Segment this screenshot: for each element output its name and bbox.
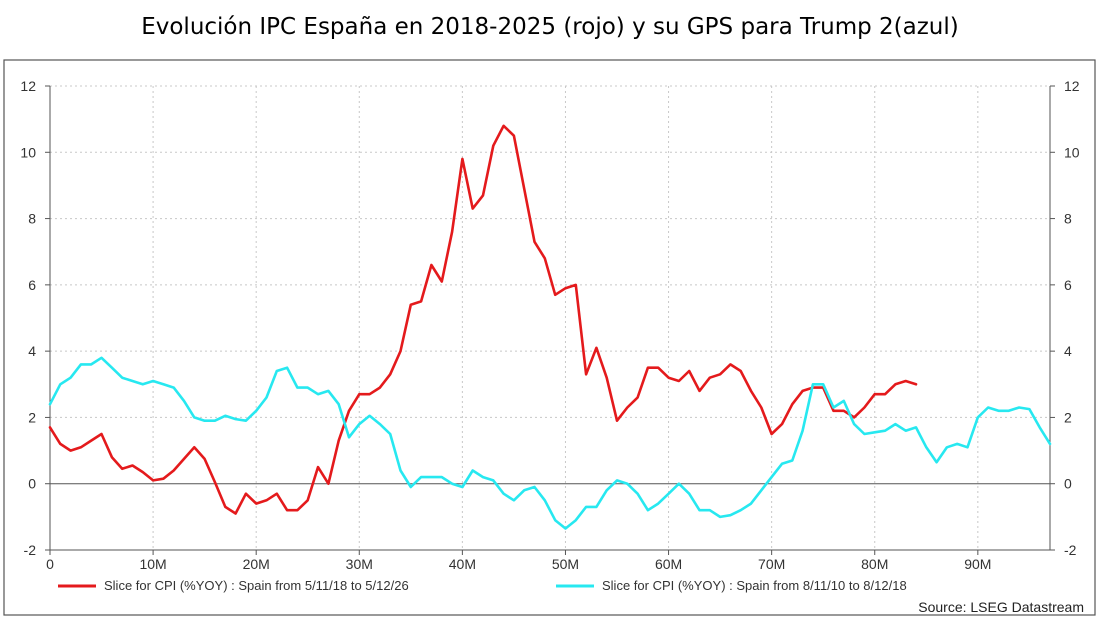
- y-tick-label-left: 2: [28, 409, 36, 425]
- x-tick-label: 0: [46, 556, 54, 572]
- y-tick-label-right: 4: [1064, 343, 1072, 359]
- y-tick-label-left: 6: [28, 277, 36, 293]
- series-layer: [48, 124, 1052, 530]
- y-tick-label-left: 12: [20, 78, 36, 94]
- chart-border: [3, 59, 1096, 616]
- y-tick-label-right: 10: [1064, 144, 1080, 160]
- x-tick-label: 60M: [655, 556, 682, 572]
- chart-title: Evolución IPC España en 2018-2025 (rojo)…: [141, 14, 959, 40]
- y-tick-label-right: 0: [1064, 476, 1072, 492]
- x-tick-label: 20M: [243, 556, 270, 572]
- x-tick-label: 80M: [861, 556, 888, 572]
- y-tick-label-right: 12: [1064, 78, 1080, 94]
- x-tick-label: 30M: [346, 556, 373, 572]
- y-tick-label-right: -2: [1064, 542, 1077, 558]
- y-tick-label-right: 8: [1064, 211, 1072, 227]
- y-tick-label-right: 6: [1064, 277, 1072, 293]
- legend: Slice for CPI (%YOY) : Spain from 5/11/1…: [58, 578, 907, 593]
- legend-label: Slice for CPI (%YOY) : Spain from 5/11/1…: [104, 578, 409, 593]
- y-tick-label-left: 10: [20, 144, 36, 160]
- series-line-cyan: [48, 356, 1052, 530]
- y-tick-label-left: -2: [24, 542, 37, 558]
- series-line-red: [48, 124, 918, 515]
- source-label: Source: LSEG Datastream: [918, 599, 1084, 615]
- legend-label: Slice for CPI (%YOY) : Spain from 8/11/1…: [602, 578, 907, 593]
- x-tick-label: 90M: [964, 556, 991, 572]
- x-tick-label: 10M: [139, 556, 166, 572]
- x-tick-label: 50M: [552, 556, 579, 572]
- y-tick-label-left: 0: [28, 476, 36, 492]
- y-tick-label-left: 4: [28, 343, 36, 359]
- x-tick-label: 70M: [758, 556, 785, 572]
- axes: -2 -2 0 0 2 2 4 4 6 6 8 8 10 10 12 12 0 10M 20M 30M 40M 50M 60…: [20, 78, 1079, 572]
- x-tick-label: 40M: [449, 556, 476, 572]
- y-tick-label-left: 8: [28, 211, 36, 227]
- y-tick-label-right: 2: [1064, 409, 1072, 425]
- grid: [50, 85, 1050, 550]
